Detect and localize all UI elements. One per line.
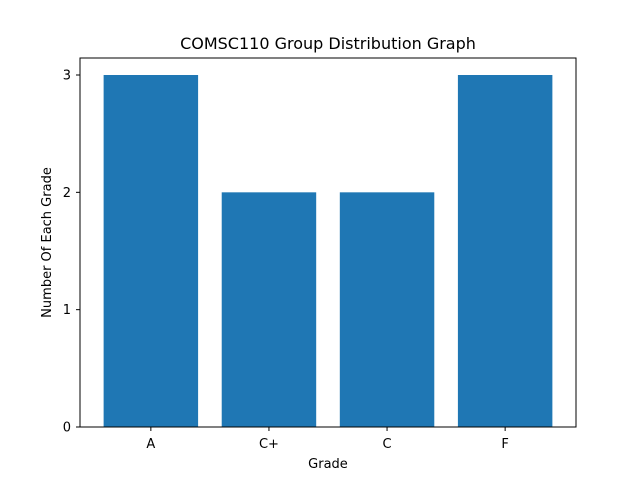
x-tick-label: A xyxy=(146,437,155,452)
x-axis-label: Grade xyxy=(308,457,348,472)
y-tick-label: 2 xyxy=(63,186,71,201)
x-tick-label: C xyxy=(383,437,392,452)
bar-c xyxy=(339,192,435,427)
x-tick-label: C+ xyxy=(259,437,279,452)
bars-layer xyxy=(103,75,553,427)
y-axis-label: Number Of Each Grade xyxy=(40,167,55,318)
plot-frame xyxy=(79,57,577,428)
y-axis-ticks: 0 1 2 3 xyxy=(63,69,80,436)
y-tick-label: 1 xyxy=(63,303,71,318)
y-tick-label: 0 xyxy=(63,421,71,436)
chart-title: COMSC110 Group Distribution Graph xyxy=(180,34,476,53)
bar-cplus xyxy=(221,192,317,427)
bar-f xyxy=(457,75,553,427)
y-tick-label: 3 xyxy=(63,69,71,84)
x-tick-label: F xyxy=(501,437,508,452)
x-axis-ticks: A C+ C F xyxy=(146,427,509,452)
bar-a xyxy=(103,75,199,427)
